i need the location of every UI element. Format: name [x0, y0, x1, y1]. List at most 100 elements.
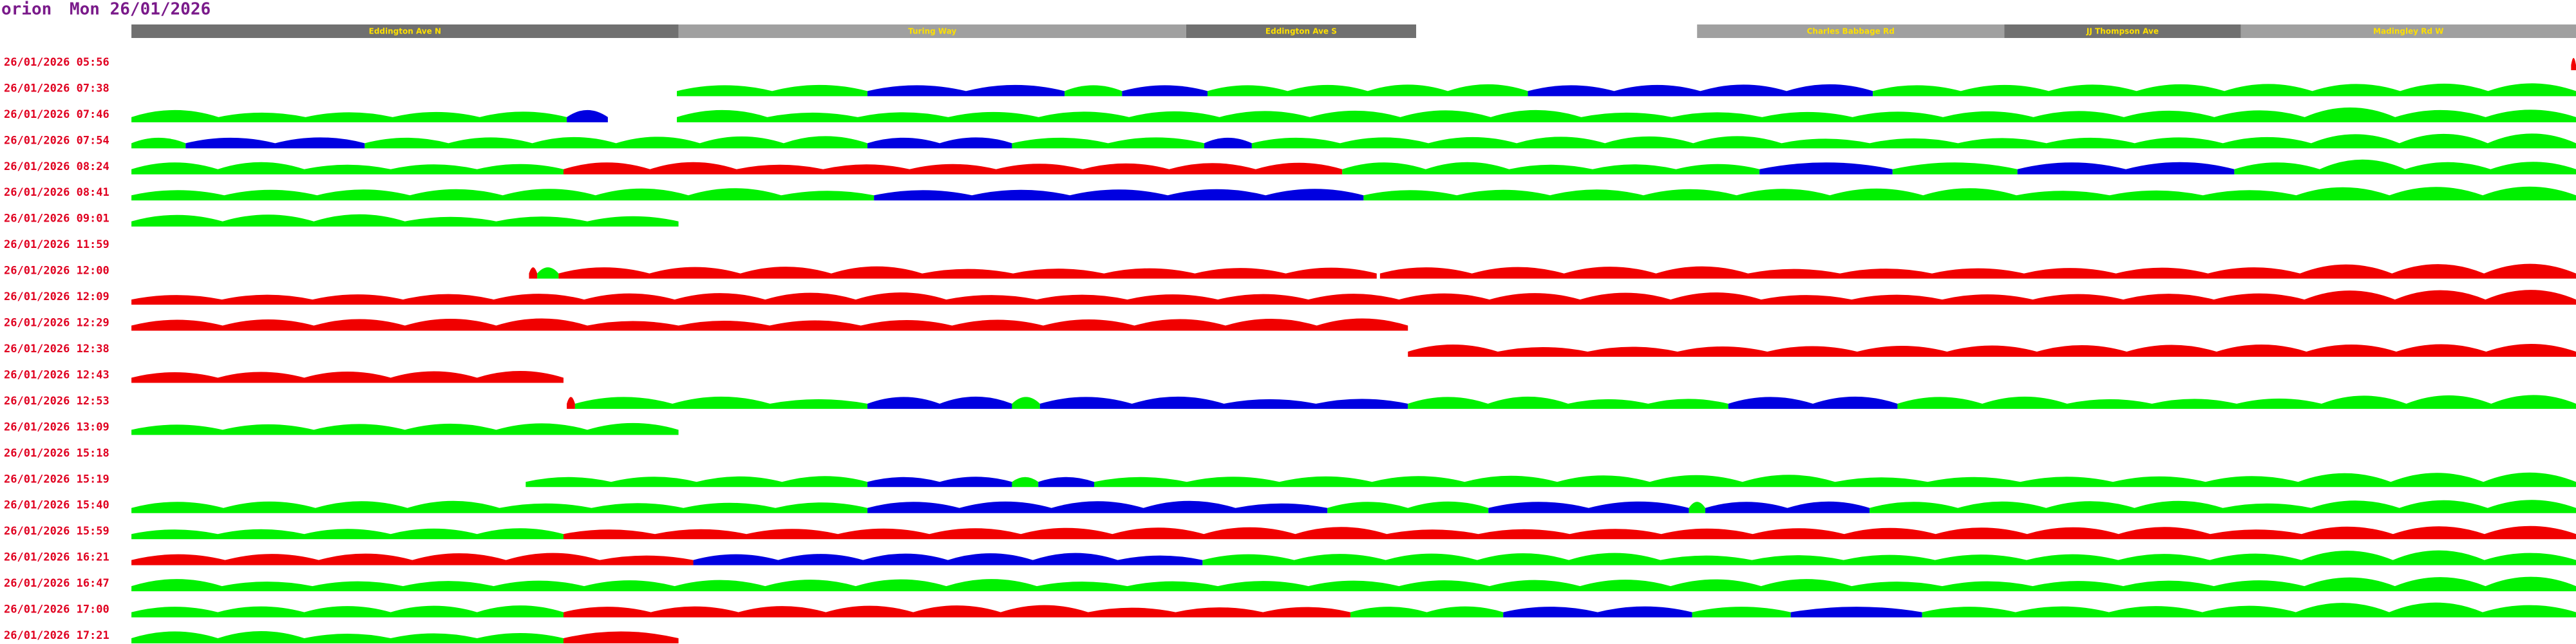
journey-segment	[131, 318, 1408, 331]
journey-segment	[131, 188, 875, 201]
road-name: Eddington Ave S	[1265, 27, 1337, 36]
row-timestamp: 26/01/2026 17:00	[4, 603, 109, 616]
road-name: Charles Babbage Rd	[1807, 27, 1895, 36]
journey-segment	[1379, 263, 2576, 279]
row-timestamp: 26/01/2026 11:59	[4, 238, 109, 251]
journey-segment	[131, 109, 567, 122]
row-timestamp: 26/01/2026 16:47	[4, 577, 109, 590]
journey-segment	[131, 370, 564, 383]
journey-segment	[131, 500, 867, 513]
journey-segment	[1363, 186, 2576, 201]
journey-segment	[2234, 159, 2576, 175]
journey-segment	[537, 267, 559, 279]
journey-segment	[1039, 396, 1408, 409]
journey-segment	[131, 422, 679, 435]
road-bar	[678, 24, 1186, 38]
row-timestamp: 26/01/2026 08:24	[4, 160, 109, 173]
journey-segment	[1528, 84, 1873, 97]
road-bar	[2240, 24, 2576, 38]
journey-segment	[1408, 396, 1728, 409]
journey-segment	[1327, 501, 1489, 513]
journey-segment	[529, 267, 538, 279]
date-title: Mon 26/01/2026	[70, 0, 211, 19]
journey-segment	[131, 214, 679, 227]
journey-segment	[1012, 137, 1204, 149]
row-timestamp: 26/01/2026 12:53	[4, 395, 109, 408]
journey-segment	[867, 84, 1065, 97]
journey-segment	[1790, 607, 1922, 618]
journey-segment	[1705, 501, 1870, 513]
row-timestamp: 26/01/2026 12:29	[4, 317, 109, 330]
journey-segment	[564, 631, 679, 644]
journey-segment	[567, 397, 575, 409]
journey-segment	[1065, 85, 1122, 97]
journey-segment	[693, 553, 1203, 565]
journey-segment	[1350, 606, 1504, 618]
journey-segment	[1251, 133, 2576, 149]
journey-segment	[874, 189, 1364, 201]
row-timestamp: 26/01/2026 07:46	[4, 108, 109, 121]
journey-segment	[1892, 162, 2018, 175]
journey-segment	[131, 290, 2576, 305]
journey-segment	[1897, 395, 2576, 409]
journey-segment	[131, 631, 564, 644]
journey-segment	[1202, 550, 2576, 565]
journey-segment	[131, 605, 564, 618]
journey-segment	[1503, 606, 1692, 618]
journey-segment	[1408, 343, 2576, 357]
journey-segment	[185, 137, 365, 149]
journey-segment	[1038, 477, 1094, 488]
journey-segment	[131, 528, 564, 540]
journey-segment	[677, 107, 2576, 122]
journey-segment	[867, 500, 1328, 513]
journey-segment	[131, 553, 694, 565]
app-name: orion	[1, 0, 52, 19]
road-bar	[1186, 24, 1416, 38]
row-timestamp: 26/01/2026 15:19	[4, 473, 109, 486]
journey-segment	[1012, 477, 1039, 488]
row-timestamp: 26/01/2026 07:38	[4, 82, 109, 95]
row-timestamp: 26/01/2026 15:18	[4, 447, 109, 460]
journey-segment	[1122, 85, 1208, 97]
road-name: Eddington Ave N	[369, 27, 441, 36]
road-bar	[1697, 24, 2005, 38]
row-timestamp: 26/01/2026 16:21	[4, 551, 109, 564]
journey-segment	[677, 84, 867, 97]
row-timestamp: 26/01/2026 15:40	[4, 499, 109, 512]
journey-segment	[564, 526, 2576, 540]
journey-segment	[131, 576, 2576, 592]
row-timestamp: 26/01/2026 17:21	[4, 629, 109, 642]
journey-segment	[1870, 500, 2576, 513]
journey-segment	[1692, 607, 1791, 618]
journey-segment	[1922, 602, 2576, 618]
journey-segment	[1208, 84, 1528, 97]
journey-segment	[131, 162, 564, 175]
journey-segment	[2017, 162, 2235, 175]
journey-segment	[867, 137, 1012, 149]
journey-segment	[526, 476, 867, 488]
journey-segment	[867, 477, 1012, 488]
journey-segment	[564, 162, 1343, 175]
row-timestamp: 26/01/2026 12:38	[4, 343, 109, 355]
journey-segment	[1728, 396, 1898, 409]
journey-segment	[2571, 57, 2576, 70]
journey-segment	[558, 266, 1377, 279]
journey-segment	[564, 605, 1350, 618]
row-timestamp: 26/01/2026 12:09	[4, 290, 109, 303]
row-timestamp: 26/01/2026 12:43	[4, 368, 109, 381]
journey-segment	[1488, 501, 1689, 513]
road-bar	[2004, 24, 2241, 38]
journey-segment	[365, 136, 867, 149]
row-timestamp: 26/01/2026 09:01	[4, 213, 109, 225]
journey-segment	[1012, 397, 1040, 409]
row-timestamp: 26/01/2026 12:00	[4, 265, 109, 278]
row-timestamp: 26/01/2026 07:54	[4, 134, 109, 147]
journey-segment	[1759, 162, 1893, 175]
journey-segment	[867, 396, 1012, 409]
road-name: JJ Thompson Ave	[2086, 27, 2159, 36]
journey-segment	[1689, 502, 1705, 513]
road-bar	[131, 24, 679, 38]
journey-segment	[574, 396, 867, 409]
journey-segment	[1342, 162, 1760, 175]
